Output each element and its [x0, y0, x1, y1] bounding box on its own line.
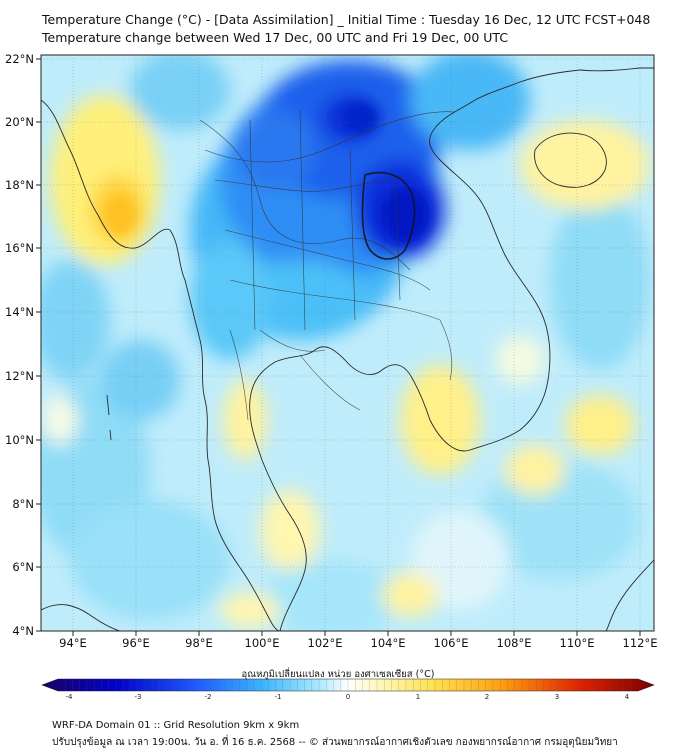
colorbar-tick: -1 — [275, 693, 282, 700]
lon-label: 108°E — [497, 636, 532, 650]
lon-label: 100°E — [245, 636, 280, 650]
lat-label: 8°N — [12, 497, 34, 511]
colorbar-tick: -4 — [66, 693, 74, 700]
colorbar-label: อุณหภูมิเปลี่ยนแปลง หน่วย องศาเซลเซียส (… — [241, 669, 435, 680]
coastlines — [41, 67, 654, 631]
lat-label: 22°N — [5, 52, 34, 66]
lon-label: 106°E — [434, 636, 469, 650]
gridlines — [41, 55, 654, 631]
colorbar-tick: 1 — [416, 693, 420, 700]
lat-label: 14°N — [5, 305, 34, 319]
lat-label: 4°N — [12, 624, 34, 638]
colorbar-segments — [65, 679, 631, 691]
footer-credit: ปรับปรุงข้อมูล ณ เวลา 19:00น. วัน อ. ที่… — [52, 737, 618, 748]
lon-label: 104°E — [371, 636, 406, 650]
tick-marks — [36, 58, 641, 636]
colorbar-tick: 2 — [485, 693, 489, 700]
colorbar-tick: -3 — [135, 693, 142, 700]
lat-label: 20°N — [5, 115, 34, 129]
lat-label: 18°N — [5, 178, 34, 192]
colorbar-tick: 0 — [346, 693, 350, 700]
lon-label: 94°E — [59, 636, 87, 650]
colorbar: -4 -3 -2 -1 0 1 2 3 4 — [41, 678, 655, 700]
lat-label: 6°N — [12, 560, 34, 574]
footer-resolution: WRF-DA Domain 01 :: Grid Resolution 9km … — [52, 720, 300, 731]
colorbar-tick: 4 — [625, 693, 630, 700]
temperature-change-map: 94°E 96°E 98°E 100°E 102°E 104°E 106°E 1… — [5, 52, 657, 700]
colorbar-tick: -2 — [205, 693, 212, 700]
map-title: Temperature Change (°C) - [Data Assimila… — [42, 12, 651, 27]
lat-label: 16°N — [5, 241, 34, 255]
lon-label: 112°E — [623, 636, 658, 650]
province-borders — [199, 109, 456, 421]
colorbar-tick-labels: -4 -3 -2 -1 0 1 2 3 4 — [66, 693, 630, 700]
latitude-labels: 22°N 20°N 18°N 16°N 14°N 12°N 10°N 8°N 6… — [5, 52, 34, 638]
lon-label: 96°E — [122, 636, 150, 650]
lon-label: 110°E — [560, 636, 595, 650]
longitude-labels: 94°E 96°E 98°E 100°E 102°E 104°E 106°E 1… — [59, 636, 657, 650]
temperature-field — [41, 55, 654, 631]
lon-label: 102°E — [308, 636, 343, 650]
map-frame — [40, 54, 655, 632]
lon-label: 98°E — [185, 636, 213, 650]
lat-label: 10°N — [5, 433, 34, 447]
map-subtitle: Temperature change between Wed 17 Dec, 0… — [42, 30, 509, 45]
colorbar-tick: 3 — [555, 693, 559, 700]
lat-label: 12°N — [5, 369, 34, 383]
